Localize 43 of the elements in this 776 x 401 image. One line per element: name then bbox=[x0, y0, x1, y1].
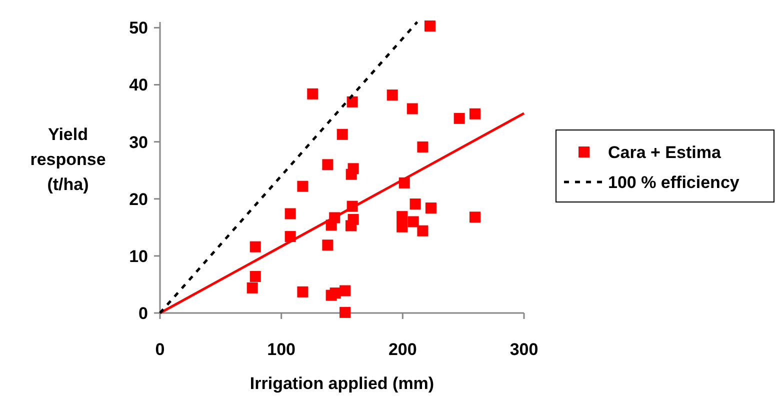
y-tick-label: 40 bbox=[129, 76, 148, 95]
point bbox=[297, 180, 308, 192]
point bbox=[469, 108, 480, 120]
x-tick-label: 0 bbox=[155, 340, 165, 359]
legend-label: 100 % efficiency bbox=[608, 172, 740, 192]
point bbox=[326, 220, 337, 231]
point bbox=[396, 221, 408, 232]
y-tick-label: 0 bbox=[138, 304, 148, 323]
point bbox=[322, 240, 334, 251]
point bbox=[340, 285, 351, 296]
x-tick-label: 100 bbox=[267, 340, 296, 359]
point bbox=[250, 270, 261, 282]
point bbox=[284, 208, 296, 220]
y-tick-label: 10 bbox=[129, 246, 148, 266]
point bbox=[406, 103, 418, 114]
point bbox=[469, 212, 480, 223]
legend-label: Cara + Estima bbox=[608, 142, 722, 162]
point bbox=[336, 128, 348, 140]
y-tick-label: 30 bbox=[129, 132, 148, 152]
point bbox=[454, 112, 465, 124]
y-axis-title: Yield response (t/ha) bbox=[30, 125, 106, 194]
point bbox=[396, 211, 408, 222]
point bbox=[345, 220, 356, 232]
point bbox=[424, 20, 436, 32]
x-tick-label: 300 bbox=[510, 340, 538, 359]
point bbox=[322, 159, 334, 170]
point bbox=[425, 202, 436, 214]
point bbox=[297, 286, 308, 298]
x-axis-title: Irrigation applied (mm) bbox=[250, 374, 434, 393]
point bbox=[417, 225, 428, 236]
point bbox=[250, 241, 261, 252]
point bbox=[246, 282, 258, 294]
point bbox=[307, 88, 318, 100]
y-tick-label: 50 bbox=[129, 18, 148, 38]
x-tick-label: 200 bbox=[388, 340, 417, 359]
point bbox=[386, 90, 398, 101]
point bbox=[408, 216, 419, 228]
point bbox=[346, 168, 357, 180]
point bbox=[410, 198, 421, 210]
point bbox=[346, 96, 358, 108]
point bbox=[417, 141, 428, 152]
point bbox=[340, 306, 351, 318]
y-tick-label: 20 bbox=[129, 190, 148, 209]
